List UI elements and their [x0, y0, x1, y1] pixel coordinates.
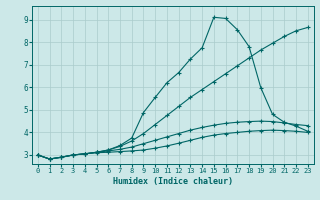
X-axis label: Humidex (Indice chaleur): Humidex (Indice chaleur) — [113, 177, 233, 186]
